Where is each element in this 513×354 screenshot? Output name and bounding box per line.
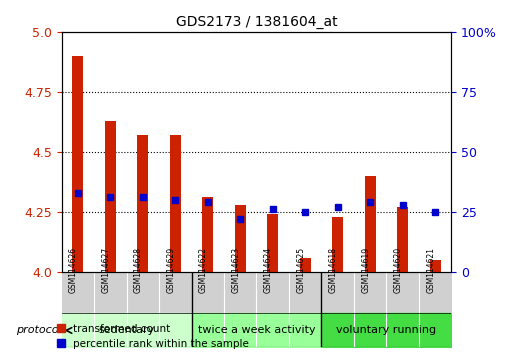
Bar: [137, 135, 148, 272]
Bar: [429, 260, 441, 272]
Text: GSM114628: GSM114628: [134, 247, 143, 293]
Bar: [72, 56, 84, 272]
Bar: [365, 176, 376, 272]
Text: protocol: protocol: [16, 325, 62, 336]
Text: sedentary: sedentary: [98, 325, 154, 336]
Text: GSM114625: GSM114625: [296, 247, 305, 293]
Text: GSM114622: GSM114622: [199, 247, 208, 293]
Text: twice a week activity: twice a week activity: [198, 325, 315, 336]
Title: GDS2173 / 1381604_at: GDS2173 / 1381604_at: [175, 16, 338, 29]
Text: GSM114619: GSM114619: [361, 247, 370, 293]
Bar: [300, 257, 311, 272]
Bar: [267, 214, 279, 272]
Text: GSM114618: GSM114618: [329, 247, 338, 293]
Text: GSM114629: GSM114629: [166, 247, 175, 293]
Bar: [332, 217, 343, 272]
Text: GSM114627: GSM114627: [101, 247, 110, 293]
Text: GSM114624: GSM114624: [264, 247, 273, 293]
Text: GSM114623: GSM114623: [231, 247, 240, 293]
Bar: [202, 198, 213, 272]
Bar: [105, 121, 116, 272]
Text: GSM114620: GSM114620: [393, 247, 403, 293]
Text: voluntary running: voluntary running: [337, 325, 437, 336]
Bar: [234, 205, 246, 272]
Bar: [397, 207, 408, 272]
Text: GSM114621: GSM114621: [426, 247, 435, 293]
Text: GSM114626: GSM114626: [69, 247, 78, 293]
Bar: [170, 135, 181, 272]
Legend: transformed count, percentile rank within the sample: transformed count, percentile rank withi…: [56, 324, 249, 349]
